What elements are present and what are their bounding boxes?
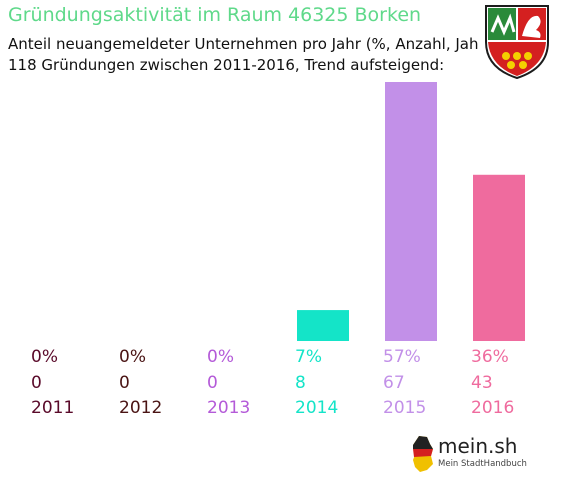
logo-tagline: Mein StadtHandbuch [438, 459, 527, 469]
bar-2016 [473, 174, 525, 341]
year-label-2013: 2013 [207, 398, 251, 418]
percent-label-2014: 7% [295, 347, 322, 367]
count-label-2015: 67 [383, 373, 405, 393]
mein-sh-logo: mein.sh Mein StadtHandbuch [410, 432, 527, 476]
chart-subtitle-line-1: Anteil neuangemeldeter Unternehmen pro J… [8, 35, 491, 53]
year-label-2016: 2016 [471, 398, 515, 418]
logo-name: mein.sh [438, 434, 518, 458]
chart-title: Gründungsaktivität im Raum 46325 Borken [8, 4, 422, 26]
year-label-2014: 2014 [295, 398, 339, 418]
chart-subtitle-line-2: 118 Gründungen zwischen 2011-2016, Trend… [8, 56, 445, 74]
count-label-2016: 43 [471, 373, 493, 393]
bar-2014 [297, 310, 349, 341]
count-label-2012: 0 [119, 373, 130, 393]
count-label-2011: 0 [31, 373, 42, 393]
percent-label-2011: 0% [31, 347, 58, 367]
percent-label-2015: 57% [383, 347, 421, 367]
count-label-2013: 0 [207, 373, 218, 393]
year-label-2015: 2015 [383, 398, 427, 418]
year-label-2011: 2011 [31, 398, 75, 418]
percent-label-2016: 36% [471, 347, 509, 367]
percent-label-2013: 0% [207, 347, 234, 367]
bar-2015 [385, 82, 437, 341]
year-label-2012: 2012 [119, 398, 163, 418]
nrw-coat-of-arms-icon [478, 2, 556, 80]
germany-map-icon [413, 436, 433, 472]
count-label-2014: 8 [295, 373, 306, 393]
percent-label-2012: 0% [119, 347, 146, 367]
